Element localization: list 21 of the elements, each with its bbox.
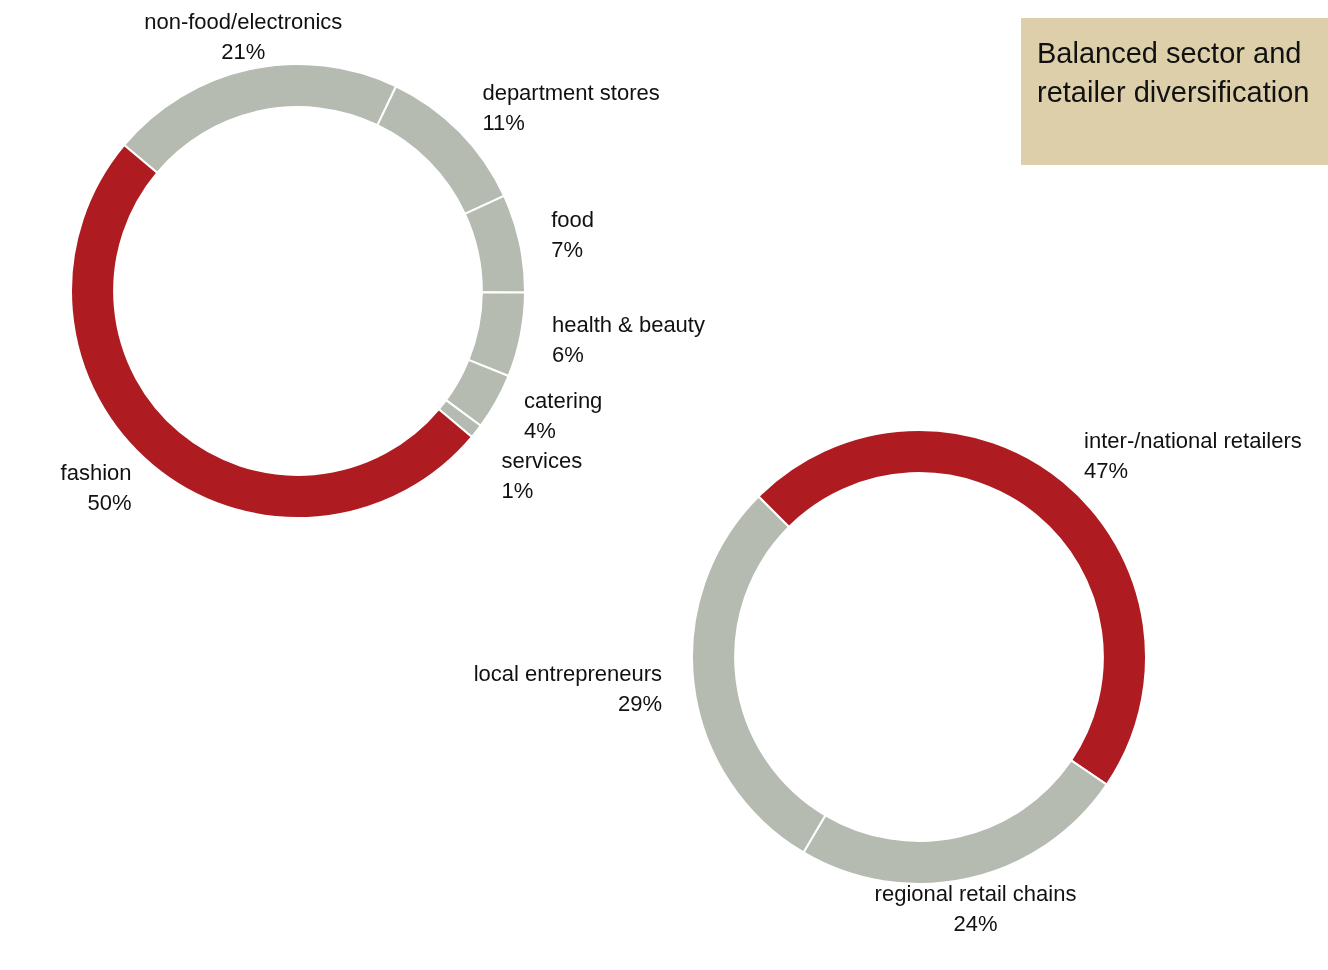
slice-label: health & beauty <box>552 312 705 338</box>
slice-label: catering <box>524 388 603 414</box>
slice-label: fashion <box>60 460 132 486</box>
slice-label: services <box>501 448 583 474</box>
data-label: 47% <box>1084 458 1129 484</box>
data-label: 50% <box>87 490 132 516</box>
data-label: 21% <box>221 38 266 64</box>
slice-label: non-food/electronics <box>144 8 343 34</box>
data-label: 6% <box>552 342 584 368</box>
data-label: 24% <box>953 910 998 936</box>
text: Balanced sector and retailer diversification <box>1021 18 1328 165</box>
slice-label: inter-/national retailers <box>1084 428 1302 454</box>
slice-label: local entrepreneurs <box>473 660 663 686</box>
slice-label: regional retail chains <box>874 880 1077 906</box>
slice-label: department stores <box>482 80 660 106</box>
data-label: 11% <box>482 110 525 136</box>
slice-label: food <box>551 207 594 233</box>
data-label: 1% <box>501 478 534 504</box>
data-label: 29% <box>618 690 663 716</box>
data-label: 4% <box>524 418 556 444</box>
data-label: 7% <box>551 237 583 263</box>
